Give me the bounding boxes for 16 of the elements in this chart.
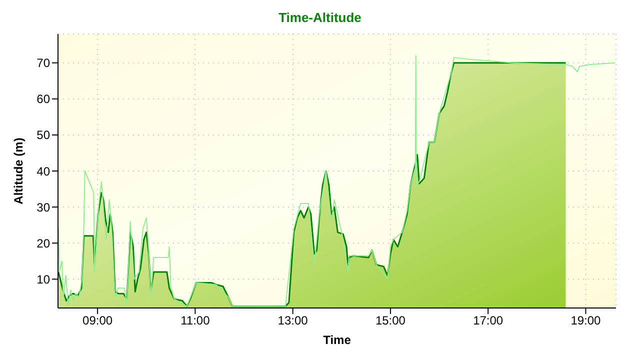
x-tick-label: 09:00: [82, 314, 113, 328]
x-tick-label: 15:00: [375, 314, 406, 328]
y-tick-label: 70: [36, 56, 50, 70]
x-tick-label: 17:00: [473, 314, 504, 328]
y-tick-label: 20: [36, 236, 50, 250]
y-tick-label: 50: [36, 128, 50, 142]
x-tick-label: 19:00: [570, 314, 602, 328]
x-tick-label: 13:00: [278, 314, 308, 328]
y-tick-label: 60: [36, 92, 50, 106]
y-tick-label: 10: [36, 272, 50, 286]
chart-title: Time-Altitude: [278, 9, 362, 27]
y-tick-label: 30: [36, 200, 50, 214]
x-axis-title: Time: [323, 333, 352, 347]
y-axis-title: Altitude (m): [11, 138, 26, 204]
x-tick-label: 11:00: [180, 314, 210, 328]
y-tick-label: 40: [36, 164, 50, 178]
